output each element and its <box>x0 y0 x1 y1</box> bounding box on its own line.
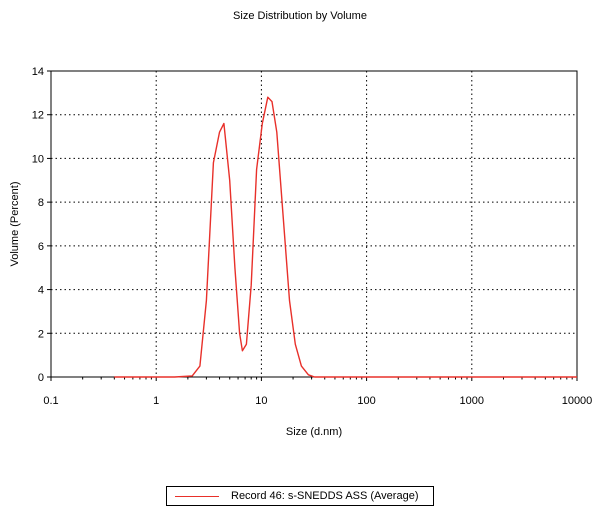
series-layer <box>114 96 577 378</box>
legend-label: Record 46: s-SNEDDS ASS (Average) <box>231 490 419 502</box>
x-tick-label: 100 <box>357 395 375 407</box>
chart-title: Size Distribution by Volume <box>233 10 367 22</box>
y-tick-label: 10 <box>32 153 44 165</box>
y-tick-label: 8 <box>38 197 44 209</box>
legend-swatch <box>175 496 219 497</box>
y-tick-label: 12 <box>32 110 44 122</box>
grid-lines <box>51 71 577 377</box>
y-tick-label: 14 <box>32 66 44 78</box>
x-tick-label: 1 <box>153 395 159 407</box>
axis-tick-labels: 0.1 1 10 100 1000 10000 0 2 4 6 8 10 12 14 <box>32 66 593 407</box>
x-tick-label: 10000 <box>562 395 593 407</box>
y-tick-label: 6 <box>38 241 44 253</box>
plot-frame <box>50 70 578 378</box>
y-tick-label: 4 <box>38 285 44 297</box>
y-axis-label: Volume (Percent) <box>9 182 21 267</box>
x-tick-label: 0.1 <box>43 395 58 407</box>
chart-plot: 0.1 1 10 100 1000 10000 0 2 4 6 8 10 12 14 Size (d.nm… <box>9 66 593 438</box>
x-tick-label: 10 <box>255 395 267 407</box>
x-axis-label: Size (d.nm) <box>286 426 342 438</box>
legend: Record 46: s-SNEDDS ASS (Average) <box>166 486 434 506</box>
y-tick-label: 2 <box>38 328 44 340</box>
axis-ticks <box>47 70 578 381</box>
y-tick-label: 0 <box>38 372 44 384</box>
x-tick-label: 1000 <box>460 395 484 407</box>
series-line <box>114 96 577 378</box>
